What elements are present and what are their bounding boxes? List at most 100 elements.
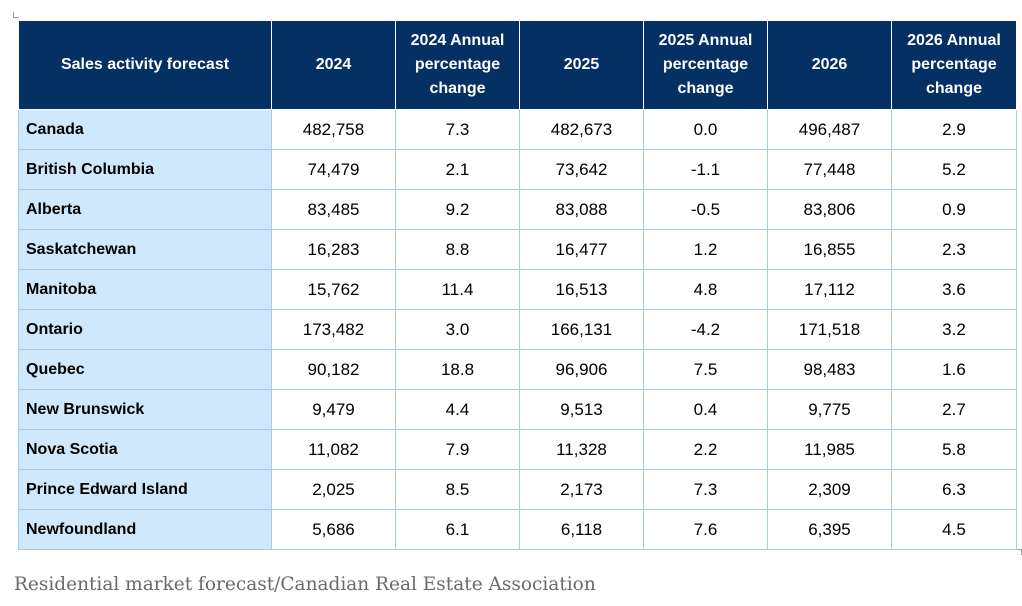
column-header: 2026 xyxy=(767,20,892,110)
region-name-cell: British Columbia xyxy=(18,149,272,190)
value-cell: 5,686 xyxy=(271,509,396,550)
value-cell: 1.6 xyxy=(891,349,1017,390)
value-cell: 3.6 xyxy=(891,269,1017,310)
value-cell: 482,758 xyxy=(271,109,396,150)
region-name-cell: Nova Scotia xyxy=(18,429,272,470)
value-cell: 6.3 xyxy=(891,469,1017,510)
value-cell: 17,112 xyxy=(767,269,892,310)
region-name-cell: Prince Edward Island xyxy=(18,469,272,510)
column-header: 2025 xyxy=(519,20,644,110)
value-cell: 2.9 xyxy=(891,109,1017,150)
region-name-cell: Saskatchewan xyxy=(18,229,272,270)
value-cell: 5.2 xyxy=(891,149,1017,190)
value-cell: 6.1 xyxy=(395,509,520,550)
value-cell: 90,182 xyxy=(271,349,396,390)
sales-forecast-table: Sales activity forecast 2024 2024 Annual p… xyxy=(18,20,1017,550)
value-cell: 2.7 xyxy=(891,389,1017,430)
image-caption: Residential market forecast/Canadian Rea… xyxy=(14,574,596,595)
column-header: 2025 Annual percentage change xyxy=(643,20,768,110)
value-cell: 11.4 xyxy=(395,269,520,310)
value-cell: 9,479 xyxy=(271,389,396,430)
value-cell: 7.3 xyxy=(395,109,520,150)
value-cell: 2,309 xyxy=(767,469,892,510)
value-cell: 171,518 xyxy=(767,309,892,350)
region-name-cell: Alberta xyxy=(18,189,272,230)
crop-mark-top-left xyxy=(13,12,19,18)
value-cell: 1.2 xyxy=(643,229,768,270)
value-cell: 0.4 xyxy=(643,389,768,430)
value-cell: 16,283 xyxy=(271,229,396,270)
value-cell: 2.3 xyxy=(891,229,1017,270)
table-row: Nova Scotia 11,082 7.9 11,328 2.2 11,985 5.8 xyxy=(18,429,1017,470)
value-cell: 7.6 xyxy=(643,509,768,550)
value-cell: 6,118 xyxy=(519,509,644,550)
value-cell: 2,173 xyxy=(519,469,644,510)
table-row: Ontario 173,482 3.0 166,131 -4.2 171,518 3.2 xyxy=(18,309,1017,350)
table-row: New Brunswick 9,479 4.4 9,513 0.4 9,775 2.7 xyxy=(18,389,1017,430)
value-cell: 96,906 xyxy=(519,349,644,390)
column-header: Sales activity forecast xyxy=(18,20,272,110)
value-cell: 16,513 xyxy=(519,269,644,310)
column-header: 2026 Annual percentage change xyxy=(891,20,1017,110)
value-cell: 16,855 xyxy=(767,229,892,270)
value-cell: 83,806 xyxy=(767,189,892,230)
column-header: 2024 xyxy=(271,20,396,110)
value-cell: 4.4 xyxy=(395,389,520,430)
value-cell: 173,482 xyxy=(271,309,396,350)
value-cell: -4.2 xyxy=(643,309,768,350)
value-cell: 7.5 xyxy=(643,349,768,390)
value-cell: 482,673 xyxy=(519,109,644,150)
table-row: Canada 482,758 7.3 482,673 0.0 496,487 2.9 xyxy=(18,109,1017,150)
value-cell: 2.1 xyxy=(395,149,520,190)
value-cell: 3.0 xyxy=(395,309,520,350)
value-cell: -1.1 xyxy=(643,149,768,190)
value-cell: 11,985 xyxy=(767,429,892,470)
value-cell: 496,487 xyxy=(767,109,892,150)
table-row: Saskatchewan 16,283 8.8 16,477 1.2 16,855 2.3 xyxy=(18,229,1017,270)
table-body: Canada 482,758 7.3 482,673 0.0 496,487 2.9 Brit… xyxy=(18,109,1017,550)
region-name-cell: Manitoba xyxy=(18,269,272,310)
table-row: Quebec 90,182 18.8 96,906 7.5 98,483 1.6 xyxy=(18,349,1017,390)
value-cell: 2.2 xyxy=(643,429,768,470)
region-name-cell: Quebec xyxy=(18,349,272,390)
value-cell: 98,483 xyxy=(767,349,892,390)
value-cell: 5.8 xyxy=(891,429,1017,470)
value-cell: 6,395 xyxy=(767,509,892,550)
value-cell: 4.5 xyxy=(891,509,1017,550)
value-cell: -0.5 xyxy=(643,189,768,230)
value-cell: 18.8 xyxy=(395,349,520,390)
table-row: Prince Edward Island 2,025 8.5 2,173 7.3 2,30… xyxy=(18,469,1017,510)
value-cell: 9,775 xyxy=(767,389,892,430)
column-header: 2024 Annual percentage change xyxy=(395,20,520,110)
value-cell: 73,642 xyxy=(519,149,644,190)
value-cell: 83,088 xyxy=(519,189,644,230)
region-name-cell: Newfoundland xyxy=(18,509,272,550)
value-cell: 8.8 xyxy=(395,229,520,270)
table-row: Alberta 83,485 9.2 83,088 -0.5 83,806 0.9 xyxy=(18,189,1017,230)
value-cell: 2,025 xyxy=(271,469,396,510)
value-cell: 3.2 xyxy=(891,309,1017,350)
value-cell: 0.0 xyxy=(643,109,768,150)
value-cell: 9,513 xyxy=(519,389,644,430)
value-cell: 16,477 xyxy=(519,229,644,270)
value-cell: 8.5 xyxy=(395,469,520,510)
value-cell: 7.3 xyxy=(643,469,768,510)
value-cell: 15,762 xyxy=(271,269,396,310)
table-row: Manitoba 15,762 11.4 16,513 4.8 17,112 3.6 xyxy=(18,269,1017,310)
value-cell: 7.9 xyxy=(395,429,520,470)
header-row: Sales activity forecast 2024 2024 Annual p… xyxy=(18,20,1017,110)
table-row: British Columbia 74,479 2.1 73,642 -1.1 77,44… xyxy=(18,149,1017,190)
table-row: Newfoundland 5,686 6.1 6,118 7.6 6,395 4.5 xyxy=(18,509,1017,550)
value-cell: 77,448 xyxy=(767,149,892,190)
value-cell: 166,131 xyxy=(519,309,644,350)
value-cell: 0.9 xyxy=(891,189,1017,230)
region-name-cell: Ontario xyxy=(18,309,272,350)
value-cell: 9.2 xyxy=(395,189,520,230)
value-cell: 74,479 xyxy=(271,149,396,190)
table-header: Sales activity forecast 2024 2024 Annual p… xyxy=(18,20,1017,110)
value-cell: 4.8 xyxy=(643,269,768,310)
value-cell: 11,082 xyxy=(271,429,396,470)
region-name-cell: Canada xyxy=(18,109,272,150)
value-cell: 83,485 xyxy=(271,189,396,230)
value-cell: 11,328 xyxy=(519,429,644,470)
